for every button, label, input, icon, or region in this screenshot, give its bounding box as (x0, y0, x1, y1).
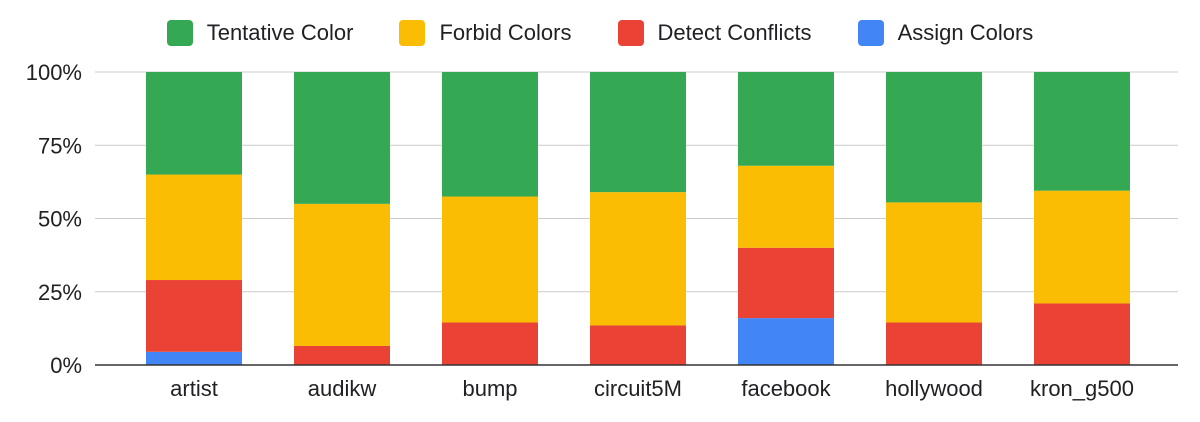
bar-segment (738, 247, 834, 319)
bar-segment (146, 174, 242, 281)
x-tick-label: artist (170, 376, 218, 401)
bar-segment (1034, 303, 1130, 365)
legend-label: Forbid Colors (439, 20, 572, 45)
bar-segment (886, 322, 982, 365)
legend-swatch (857, 20, 884, 46)
x-tick-label: kron_g500 (1030, 376, 1134, 401)
bar-segment (590, 72, 686, 193)
bar-segment (886, 72, 982, 203)
legend-item: Assign Colors (857, 20, 1034, 46)
x-tick-label: facebook (741, 376, 831, 401)
x-tick-label: audikw (308, 376, 377, 401)
bar-segment (1034, 72, 1130, 191)
x-tick-label: hollywood (885, 376, 983, 401)
y-tick-label: 75% (38, 133, 82, 158)
bar-segment (442, 72, 538, 197)
bar-segment (886, 202, 982, 323)
bar-segment (294, 345, 390, 365)
legend-item: Forbid Colors (399, 20, 572, 46)
bar-segment (738, 318, 834, 365)
x-tick-label: circuit5M (594, 376, 682, 401)
bar-segment (146, 72, 242, 175)
bar-segment (738, 165, 834, 248)
legend-label: Tentative Color (206, 20, 354, 45)
y-tick-label: 0% (50, 353, 82, 378)
legend-swatch (166, 20, 193, 46)
bar-segment (590, 325, 686, 365)
bar-segment (442, 196, 538, 323)
bar-segment (442, 322, 538, 365)
bar-segment (738, 72, 834, 166)
y-tick-label: 100% (26, 60, 82, 85)
legend-item: Detect Conflicts (617, 20, 812, 46)
legend-label: Assign Colors (897, 20, 1034, 45)
y-tick-label: 25% (38, 280, 82, 305)
legend-label: Detect Conflicts (657, 20, 812, 45)
legend-item: Tentative Color (166, 20, 354, 46)
chart-legend: Tentative Color Forbid Colors Detect Confl… (0, 18, 1200, 48)
bar-segment (146, 351, 242, 365)
legend-swatch (617, 20, 644, 46)
legend-swatch (399, 20, 426, 46)
y-tick-label: 50% (38, 207, 82, 232)
bar-segment (1034, 190, 1130, 304)
bar-segment (294, 72, 390, 204)
bar-segment (146, 280, 242, 352)
x-tick-label: bump (462, 376, 517, 401)
bar-segment (294, 203, 390, 346)
bar-segment (590, 192, 686, 326)
